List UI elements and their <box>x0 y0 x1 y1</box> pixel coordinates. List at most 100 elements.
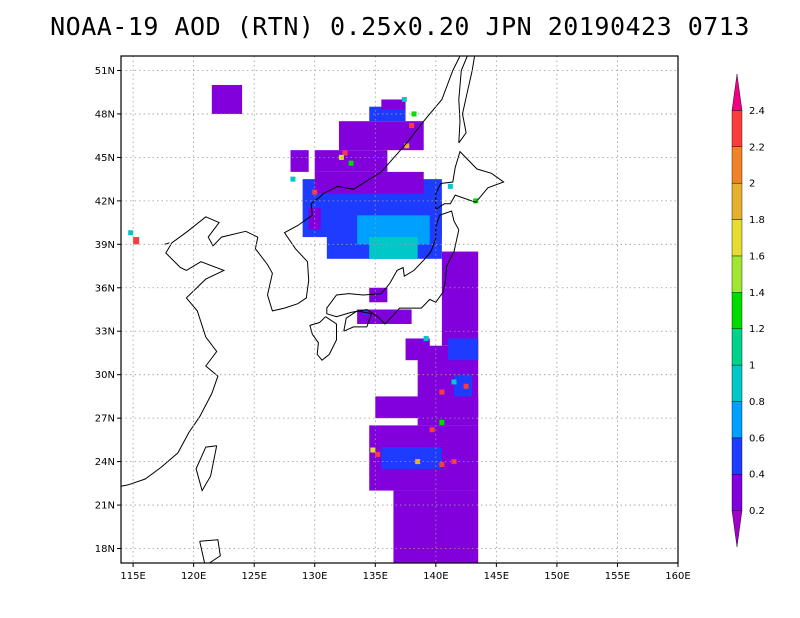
aod-region-19 <box>211 84 243 114</box>
aod-region-22 <box>405 338 430 361</box>
colorbar-segment-8 <box>731 219 743 257</box>
aod-region-5 <box>381 447 442 469</box>
colorbar-segment-2 <box>731 437 743 475</box>
philippines-coast <box>199 539 221 563</box>
aod-pixel-21 <box>128 230 134 236</box>
asia-coast <box>321 56 461 196</box>
aod-region-11 <box>369 237 418 259</box>
latitude-ticks: 18N 21N 24N 27N 30N 33N 36N 39N 42N 45N 48N 51N <box>95 66 121 555</box>
colorbar-label-5: 1.2 <box>749 324 765 335</box>
tick-label-lat-27: 27N <box>95 414 115 425</box>
hokkaido-coast <box>435 150 505 210</box>
colorbar-segment-4 <box>731 364 743 402</box>
tick-label-lat-48: 48N <box>95 109 115 120</box>
tick-label-lat-45: 45N <box>95 153 115 164</box>
colorbar-label-0: 0.2 <box>749 506 765 517</box>
tick-label-lon-135: 135E <box>363 571 388 582</box>
tick-label-lat-33: 33N <box>95 327 115 338</box>
colorbar-label-7: 1.6 <box>749 251 765 262</box>
aod-pixel-17 <box>401 96 407 102</box>
aod-pixel-0 <box>439 461 445 467</box>
tick-label-lon-140: 140E <box>423 571 448 582</box>
kyushu-coast <box>309 316 337 361</box>
colorbar-segment-7 <box>731 255 743 293</box>
colorbar-segment-5 <box>731 328 743 366</box>
aod-region-4 <box>375 396 430 419</box>
aod-region-24 <box>133 237 140 245</box>
tick-label-lat-51: 51N <box>95 66 115 77</box>
tick-label-lat-18: 18N <box>95 544 115 555</box>
aod-pixel-6 <box>439 389 445 395</box>
aod-pixel-18 <box>290 176 296 182</box>
colorbar-segment-1 <box>731 474 743 511</box>
tick-label-lat-42: 42N <box>95 196 115 207</box>
aod-pixel-7 <box>451 379 457 385</box>
aod-data-layer <box>128 84 479 563</box>
tick-label-lon-150: 150E <box>544 571 569 582</box>
colorbar-segment-9 <box>731 182 743 220</box>
colorbar-label-10: 2.2 <box>749 142 765 153</box>
korea-coast <box>245 194 323 312</box>
colorbar-segment-12 <box>731 73 743 111</box>
aod-pixel-14 <box>338 154 344 160</box>
aod-region-7 <box>453 374 473 397</box>
aod-pixel-22 <box>375 451 381 457</box>
tick-label-lat-36: 36N <box>95 283 115 294</box>
colorbar-label-3: 0.8 <box>749 397 765 408</box>
honshu-coast <box>326 210 460 325</box>
colorbar-label-6: 1.4 <box>749 288 765 299</box>
aod-region-17 <box>381 99 406 110</box>
china-coast <box>121 216 246 487</box>
tick-label-lon-145: 145E <box>484 571 509 582</box>
aod-region-23 <box>472 396 479 419</box>
tick-label-lat-21: 21N <box>95 501 115 512</box>
tick-label-lat-39: 39N <box>95 240 115 251</box>
aod-pixel-4 <box>439 419 445 425</box>
aod-pixel-3 <box>429 427 435 433</box>
tick-label-lat-30: 30N <box>95 370 115 381</box>
aod-region-6 <box>447 338 479 361</box>
colorbar-label-1: 0.4 <box>749 470 765 481</box>
aod-pixel-9 <box>473 198 479 204</box>
aod-pixel-2 <box>451 459 457 465</box>
colorbar-label-11: 2.4 <box>749 106 765 117</box>
colorbar-segment-10 <box>731 146 743 184</box>
aod-pixel-1 <box>415 459 421 465</box>
tick-label-lat-24: 24N <box>95 457 115 468</box>
aod-region-3 <box>441 251 479 346</box>
colorbar-label-2: 0.6 <box>749 433 765 444</box>
colorbar-label-8: 1.8 <box>749 215 765 226</box>
coastline-layer <box>121 56 505 563</box>
colorbar-label-9: 2 <box>749 179 755 190</box>
aod-pixel-8 <box>463 383 469 389</box>
shandong-inlet-coast <box>164 242 170 245</box>
aod-pixel-15 <box>348 160 354 166</box>
plot-frame <box>120 55 679 564</box>
aod-region-13 <box>314 171 424 194</box>
tick-label-lon-130: 130E <box>302 571 327 582</box>
colorbar-segment-3 <box>731 401 743 439</box>
taiwan-coast <box>195 445 218 492</box>
colorbar-segment-11 <box>731 110 743 147</box>
aod-pixel-13 <box>342 150 348 156</box>
aod-pixel-12 <box>404 143 410 149</box>
tick-label-lon-115: 115E <box>120 571 145 582</box>
tick-label-lon-155: 155E <box>605 571 630 582</box>
colorbar-segment-6 <box>731 292 743 329</box>
map-title: NOAA-19 AOD (RTN) 0.25x0.20 JPN 20190423… <box>50 12 750 41</box>
grid-layer <box>121 56 679 563</box>
aod-colorbar: 0.2 0.4 0.6 0.8 1 1.2 1.4 1.6 1.8 2 2.2 2.4 <box>731 73 765 548</box>
aod-pixel-5 <box>370 447 376 453</box>
shikoku-coast <box>343 310 373 332</box>
tick-label-lon-125: 125E <box>241 571 266 582</box>
tick-label-lon-120: 120E <box>181 571 206 582</box>
aod-pixel-11 <box>409 123 415 129</box>
sakhalin-coast <box>458 56 476 144</box>
longitude-ticks: 115E 120E 125E 130E 135E 140E 145E 150E 155E 160E <box>120 563 691 582</box>
aod-pixel-10 <box>447 183 453 189</box>
tick-label-lon-160: 160E <box>665 571 690 582</box>
colorbar-label-4: 1 <box>749 361 755 372</box>
colorbar-segment-0 <box>731 510 743 548</box>
aod-region-18 <box>290 150 309 172</box>
